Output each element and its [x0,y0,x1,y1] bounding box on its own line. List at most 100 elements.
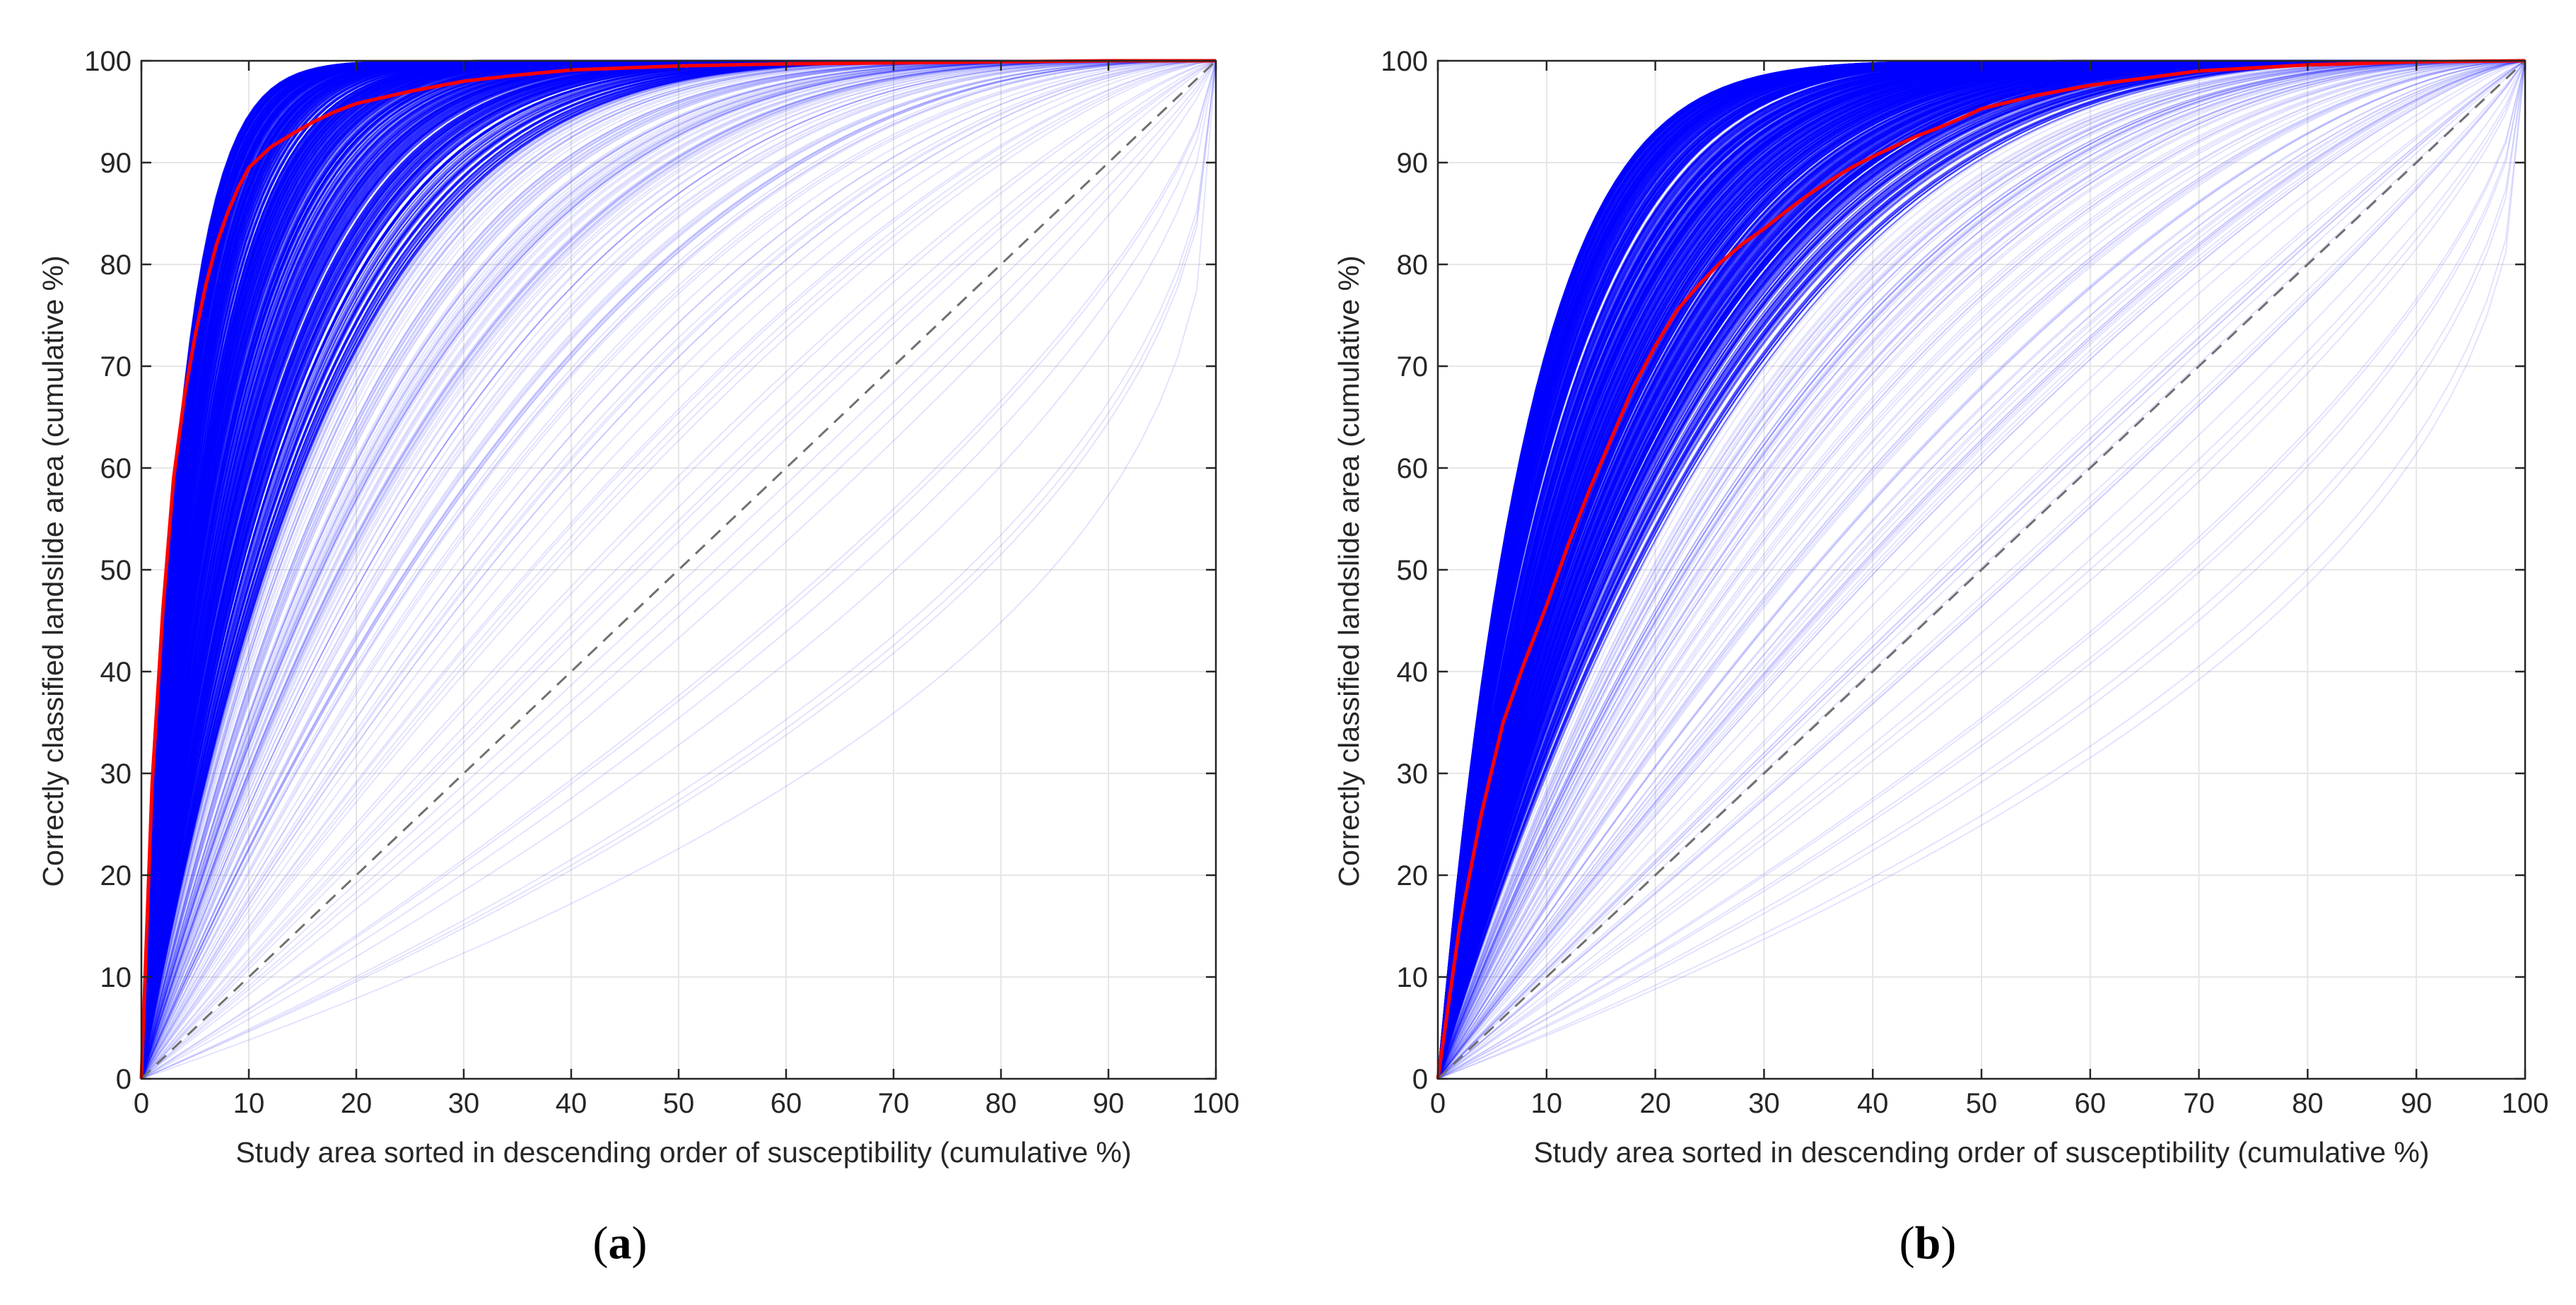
ensemble-curve [141,60,1217,1079]
x-tick-label: 50 [663,1088,695,1119]
ensemble-curve [1437,60,2525,1079]
ensemble-curve [141,60,1217,1079]
ensemble-curve [141,60,1216,1079]
ensemble-curve [1437,60,2526,1079]
ensemble-curve [1437,60,2525,1079]
ensemble-curve [1437,60,2526,1079]
ensemble-curve [1437,60,2526,1079]
ensemble-curve [1437,60,2526,1079]
ensemble-curve [1437,60,2526,1079]
ensemble-curve [1437,60,2525,1079]
y-tick-label: 70 [100,351,132,382]
ensemble-curve [1437,60,2525,1079]
ensemble-curve [141,60,1217,1079]
ensemble-curve [1437,60,2526,1079]
ensemble-curve [1437,60,2526,1079]
x-tick-label: 60 [2075,1088,2107,1119]
ensemble-curve [1437,60,2525,1079]
ensemble-curve [141,60,1216,1079]
ensemble-curve [1437,60,2526,1079]
ensemble-curve [141,60,1217,1079]
x-tick-label: 10 [233,1088,265,1119]
ensemble-curve [141,60,1217,1079]
ensemble-curve [141,60,1217,1079]
ensemble-curve [1437,60,2526,1079]
ensemble-curve [1437,60,2525,1079]
x-tick-label: 40 [556,1088,587,1119]
x-tick-label: 70 [2183,1088,2215,1119]
ensemble-curve [1437,60,2526,1079]
reference-diagonal-line [140,59,1217,1080]
ensemble-curve [141,60,1216,1079]
ensemble-curve [141,60,1217,1079]
ensemble-curve [141,60,1216,1079]
ensemble-curve [141,60,1217,1079]
ensemble-curve [1437,60,2526,1079]
ensemble-curve [1437,60,2526,1079]
ensemble-curve [141,60,1216,1079]
ensemble-curve [1437,60,2526,1079]
ensemble-curve [1437,60,2525,1079]
ensemble-curve [1437,60,2526,1079]
ensemble-curve [141,60,1216,1079]
y-tick-label: 50 [1397,555,1429,586]
ensemble-curve [141,60,1217,1079]
y-tick-label: 80 [100,250,132,281]
ensemble-curve [1437,60,2526,1079]
ensemble-curve [141,60,1217,1079]
ensemble-curve [141,60,1217,1079]
y-tick-label: 30 [1397,759,1429,790]
ensemble-curve [1437,60,2526,1079]
best-model-curve [139,59,1216,1079]
ensemble-curve [1437,60,2526,1079]
ensemble-curve [1437,60,2526,1079]
ensemble-curve [141,60,1216,1079]
ensemble-curve [1437,60,2525,1079]
ensemble-curve [1437,60,2526,1079]
ensemble-curve [141,60,1216,1079]
panel-b-label: (b) [1899,1217,1957,1269]
ensemble-curve [141,60,1216,1079]
ensemble-curve [141,60,1217,1079]
y-tick-label: 10 [1397,962,1429,993]
ensemble-curve [1437,60,2526,1079]
ensemble-curve [141,60,1216,1079]
ensemble-curve [141,60,1216,1079]
ensemble-curve [1437,60,2526,1079]
ensemble-curve [141,60,1217,1079]
ensemble-curve [1437,60,2526,1079]
ensemble-curve [141,60,1216,1079]
ensemble-curve [1437,60,2526,1079]
ensemble-curve [1437,60,2525,1079]
ensemble-curve [1437,60,2526,1079]
ensemble-curve [141,60,1217,1079]
ensemble-curve [1437,60,2526,1079]
ensemble-curve [141,60,1216,1079]
x-tick-label: 90 [2401,1088,2432,1119]
ensemble-curve [141,60,1216,1079]
ensemble-curve [1437,60,2525,1079]
ensemble-curve [1437,60,2526,1079]
ensemble-curve [1437,60,2526,1079]
ensemble-curve [141,60,1217,1079]
panel-a-grid [141,61,1216,1079]
ensemble-curve [1437,60,2525,1079]
ensemble-curve [1437,60,2525,1079]
y-tick-label: 60 [100,453,132,484]
panel-b-ticks: 0 10 20 30 40 50 60 70 80 90 100 0 10 20 30 40 50 60 70 80 9… [1381,46,2548,1119]
ensemble-curve [1437,60,2526,1079]
ensemble-curve [1437,60,2525,1079]
y-tick-label: 90 [1397,148,1429,179]
ensemble-curve [1437,60,2525,1079]
ensemble-curve [1437,60,2526,1079]
ensemble-curve [141,60,1217,1079]
ensemble-curve [141,60,1217,1079]
ensemble-curve [141,60,1216,1079]
y-tick-label: 20 [1397,860,1429,891]
ensemble-curve [141,60,1216,1079]
x-tick-label: 100 [2502,1088,2549,1119]
ensemble-curve [141,60,1216,1079]
ensemble-curve [1437,60,2525,1079]
y-tick-label: 100 [1381,46,1428,77]
